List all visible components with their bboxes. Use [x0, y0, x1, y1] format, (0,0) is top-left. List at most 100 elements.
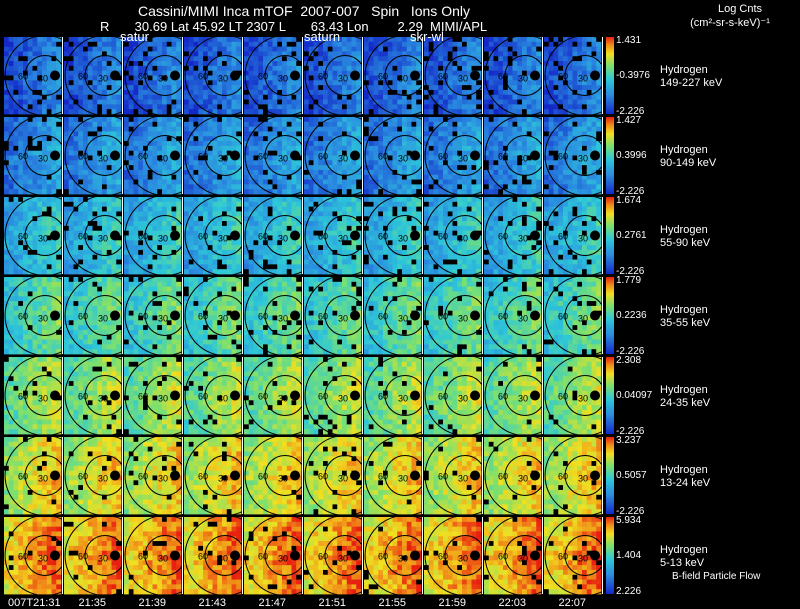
spectrogram-panel: 60 30 [304, 195, 386, 276]
spectrogram-panel: 60 30 [124, 115, 206, 196]
spectrogram-panel: 60 30 [244, 195, 326, 276]
ring-label-inner: 30 [578, 154, 588, 164]
colorbar [606, 357, 614, 434]
colorbar-min-value: -2.226 [616, 106, 645, 117]
ring-label-inner: 30 [218, 234, 228, 244]
colorbar-max-value: 1.674 [616, 195, 642, 206]
spectrogram-panel: 60 30 [544, 195, 626, 276]
energy-range-label: 24-35 keV [660, 396, 711, 409]
ring-label-outer: 60 [318, 312, 328, 322]
ring-label-inner: 30 [578, 554, 588, 564]
energy-range-label: 55-90 keV [660, 236, 711, 249]
spectrogram-panel: 60 30 [64, 35, 146, 116]
overlay-label-saturn: saturn [304, 29, 341, 44]
species-label: Hydrogen [660, 463, 708, 476]
spectrogram-panel: 60 30 [424, 435, 506, 516]
energy-channel-label: Hydrogen 149-227 keV [660, 64, 722, 90]
ring-label-inner: 30 [578, 474, 588, 484]
ring-label-inner: 30 [338, 234, 348, 244]
ring-label-inner: 30 [458, 394, 468, 404]
ring-label-outer: 60 [498, 312, 508, 322]
spectrogram-panel: 60 30 [4, 195, 86, 276]
colorbar-min-value: -2.226 [616, 506, 645, 517]
ring-label-inner: 30 [38, 394, 48, 404]
ring-label-outer: 60 [258, 152, 268, 162]
ring-label-inner: 30 [158, 394, 168, 404]
ring-label-outer: 60 [378, 312, 388, 322]
ring-label-inner: 30 [458, 74, 468, 84]
ring-label-outer: 60 [258, 472, 268, 482]
spectrogram-panel: 60 30 [124, 35, 206, 116]
ring-label-outer: 60 [558, 72, 568, 82]
ring-label-inner: 30 [338, 554, 348, 564]
ring-label-outer: 60 [378, 72, 388, 82]
spectrogram-panel: 60 30 [544, 515, 626, 596]
ring-label-outer: 60 [318, 232, 328, 242]
energy-range-label: 149-227 keV [660, 76, 723, 89]
colorbar-min-value: 2.226 [616, 586, 642, 597]
spectrogram-panel: 60 30 [124, 515, 206, 596]
ring-label-outer: 60 [498, 152, 508, 162]
time-tick-label: 21:51 [318, 597, 347, 609]
ring-label-inner: 30 [458, 314, 468, 324]
spectrogram-panel: 60 30 [244, 115, 326, 196]
species-label: Hydrogen [660, 383, 708, 396]
ring-label-outer: 60 [138, 312, 148, 322]
time-tick-label: 21:59 [438, 597, 467, 609]
ring-label-outer: 60 [258, 552, 268, 562]
ring-label-inner: 30 [98, 554, 108, 564]
ring-label-inner: 30 [398, 314, 408, 324]
colorbar-min-value: -2.226 [616, 426, 645, 437]
energy-range-label: 90-149 keV [660, 156, 717, 169]
colorbar-max-value: 2.308 [616, 355, 642, 366]
spectrogram-panel: 60 30 [364, 435, 446, 516]
ring-label-outer: 60 [438, 392, 448, 402]
time-tick-label: 21:55 [378, 597, 407, 609]
ring-label-outer: 60 [318, 72, 328, 82]
energy-range-label: 35-55 keV [660, 316, 711, 329]
ring-label-inner: 30 [278, 154, 288, 164]
species-label: Hydrogen [660, 543, 708, 556]
ring-label-outer: 60 [558, 232, 568, 242]
spectrogram-panel: 60 30 [4, 435, 86, 516]
legend-text: B-field Particle Flow [672, 571, 761, 582]
spectrogram-panel: 60 30 [484, 35, 566, 116]
ring-label-outer: 60 [498, 472, 508, 482]
ring-label-outer: 60 [498, 72, 508, 82]
ring-label-inner: 30 [98, 394, 108, 404]
ring-label-outer: 60 [378, 152, 388, 162]
spectrogram-panel: 60 30 [184, 115, 266, 196]
colorbar [606, 37, 614, 114]
ring-label-outer: 60 [438, 152, 448, 162]
time-tick-label: 22:07 [558, 597, 587, 609]
ring-label-inner: 30 [518, 474, 528, 484]
energy-channel-label: Hydrogen 24-35 keV [660, 384, 710, 410]
spectrogram-panel: 60 30 [304, 435, 386, 516]
ring-label-inner: 30 [578, 394, 588, 404]
spectrogram-panel: 60 30 [124, 275, 206, 356]
spectrogram-panel: 60 30 [4, 115, 86, 196]
ring-label-outer: 60 [198, 392, 208, 402]
ring-label-inner: 30 [398, 474, 408, 484]
ring-label-inner: 30 [218, 154, 228, 164]
energy-range-label: 5-13 keV [660, 556, 705, 569]
ring-label-inner: 30 [338, 314, 348, 324]
plot-title: Cassini/MIMI Inca mTOF 2007-007 Spin Ion… [138, 3, 470, 19]
spectrogram-panel: 60 30 [244, 355, 326, 436]
spectrogram-panel: 60 30 [364, 35, 446, 116]
ring-label-inner: 30 [338, 74, 348, 84]
ring-label-outer: 60 [78, 552, 88, 562]
colorbar-mid-value: 0.04097 [616, 389, 653, 401]
species-label: Hydrogen [660, 63, 708, 76]
ring-label-outer: 60 [78, 232, 88, 242]
spectrogram-panel: 60 30 [304, 35, 386, 116]
colorbar [606, 117, 614, 194]
ring-label-inner: 30 [98, 154, 108, 164]
ring-label-inner: 30 [338, 394, 348, 404]
spectrogram-panel: 60 30 [424, 275, 506, 356]
colorbar [606, 197, 614, 274]
ring-label-inner: 30 [38, 154, 48, 164]
colorbar-max-value: 3.237 [616, 435, 642, 446]
ring-label-inner: 30 [158, 234, 168, 244]
overlay-label-skr: skr-wl [410, 29, 444, 44]
